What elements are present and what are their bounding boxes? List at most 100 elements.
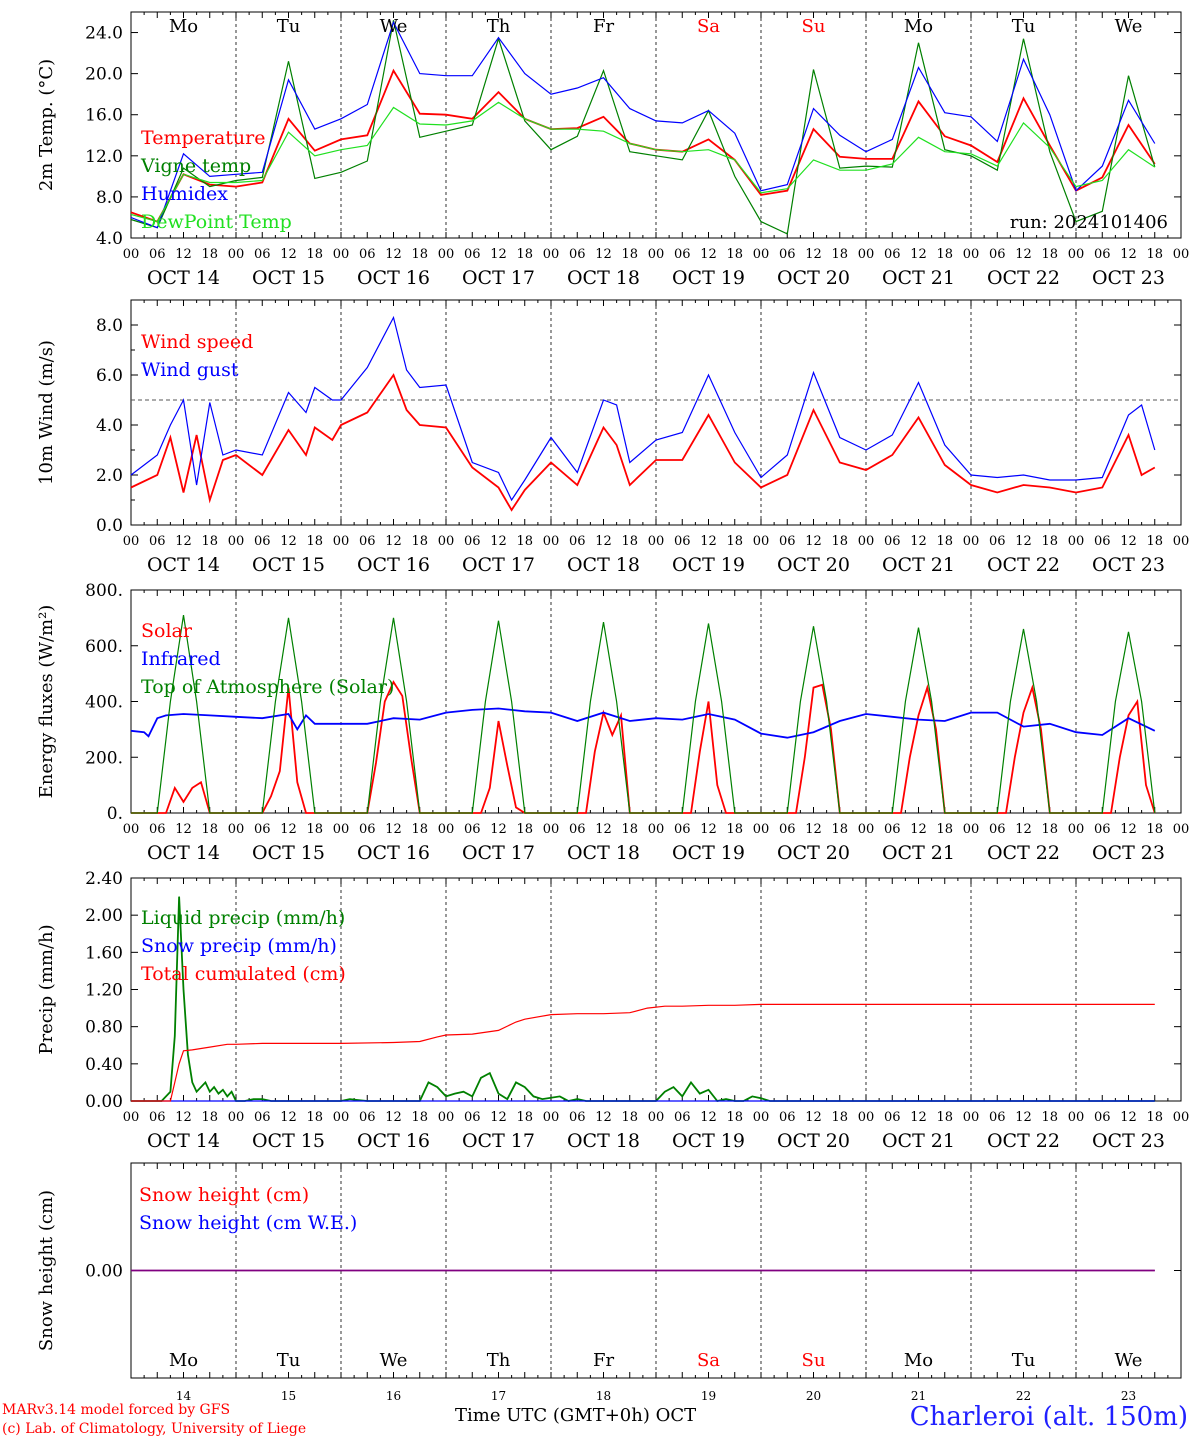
hour-tick-label: 00 [333,1110,350,1125]
hour-tick-label: 06 [884,534,901,549]
hour-tick-label: 18 [1146,1110,1163,1125]
hour-tick-label: 12 [385,247,402,262]
date-label: OCT 20 [777,267,850,289]
legend-entry: Wind speed [141,331,253,353]
hour-tick-label: 12 [280,247,297,262]
credit-model: MARv3.14 model forced by GFS [2,1402,231,1418]
date-label: OCT 19 [672,1130,745,1152]
date-label: OCT 22 [987,1130,1060,1152]
weekday-label: Sa [697,16,720,37]
hour-tick-label: 00 [858,247,875,262]
credit-lab: (c) Lab. of Climatology, University of L… [2,1421,307,1437]
hour-tick-label: 00 [438,534,455,549]
date-label: OCT 20 [777,842,850,864]
hour-tick-label: 12 [1015,1110,1032,1125]
weekday-label: We [1115,1350,1143,1371]
hour-tick-label: 18 [936,534,953,549]
hour-tick-label: 00 [1173,534,1190,549]
hour-tick-label: 12 [595,534,612,549]
date-label: OCT 14 [147,842,220,864]
hour-tick-label: 12 [700,822,717,837]
hour-tick-label: 18 [831,822,848,837]
hour-tick-label: 06 [149,247,166,262]
date-label: OCT 15 [252,554,325,576]
hour-tick-label: 06 [254,247,271,262]
y-tick-label: 400. [85,693,123,713]
date-label: OCT 19 [672,554,745,576]
hour-tick-label: 00 [753,534,770,549]
hour-tick-label: 06 [1094,1110,1111,1125]
hour-tick-label: 00 [753,822,770,837]
legend-entry: Wind gust [141,359,239,381]
date-label: OCT 18 [567,554,640,576]
date-label: OCT 16 [357,554,430,576]
hour-tick-label: 00 [648,534,665,549]
series-line [130,101,1156,223]
weekday-label: We [380,16,408,37]
y-tick-label: 800. [85,581,123,601]
hour-tick-label: 06 [674,1110,691,1125]
hour-tick-label: 18 [516,1110,533,1125]
day-number-label: 22 [1016,1389,1031,1403]
y-tick-label: 0.00 [85,1262,123,1282]
series-line [130,20,1156,229]
hour-tick-label: 06 [884,822,901,837]
hour-tick-label: 00 [963,247,980,262]
hour-tick-label: 00 [858,1110,875,1125]
weekday-label: Tu [1012,1350,1036,1371]
y-tick-label: 4.0 [96,416,123,436]
hour-tick-label: 12 [490,1110,507,1125]
hour-tick-label: 18 [1146,247,1163,262]
series-line [131,615,1156,814]
hour-tick-label: 18 [621,247,638,262]
date-label: OCT 23 [1092,267,1165,289]
weekday-label: Fr [593,16,614,37]
y-tick-label: 12.0 [85,147,123,167]
date-label: OCT 22 [987,842,1060,864]
date-label: OCT 21 [882,554,955,576]
day-number-label: 15 [281,1389,296,1403]
date-label: OCT 17 [462,554,535,576]
hour-tick-label: 18 [306,1110,323,1125]
hour-tick-label: 06 [884,1110,901,1125]
hour-tick-label: 18 [726,247,743,262]
hour-tick-label: 00 [543,247,560,262]
series-line [130,373,1156,512]
hour-tick-label: 12 [280,822,297,837]
hour-tick-label: 18 [1041,534,1058,549]
hour-tick-label: 00 [123,534,140,549]
hour-tick-label: 12 [175,1110,192,1125]
hour-tick-label: 18 [516,822,533,837]
panel-2: 0.0 2.0 4.0 6.0 8.0 10m Wind (m/s) Wind speed W… [36,299,1190,576]
legend-entry: Snow precip (mm/h) [141,935,337,957]
hour-tick-label: 00 [438,822,455,837]
date-label: OCT 20 [777,1130,850,1152]
weekday-label: Th [487,16,511,37]
y-tick-label: 4.0 [96,229,123,249]
hour-tick-label: 00 [438,1110,455,1125]
hour-tick-label: 00 [543,534,560,549]
hour-tick-label: 18 [1146,822,1163,837]
hour-tick-label: 00 [543,1110,560,1125]
date-label: OCT 22 [987,554,1060,576]
y-tick-label: 8.0 [96,188,123,208]
date-label: OCT 14 [147,1130,220,1152]
date-label: OCT 15 [252,842,325,864]
hour-tick-label: 06 [1094,247,1111,262]
hour-tick-label: 06 [254,822,271,837]
hour-tick-label: 00 [1173,247,1190,262]
date-label: OCT 20 [777,554,850,576]
hour-tick-label: 12 [1120,247,1137,262]
date-label: OCT 23 [1092,1130,1165,1152]
date-label: OCT 22 [987,267,1060,289]
panel-4: 0.00 0.40 0.80 1.20 1.60 2.00 2.40 Precip (mm/h… [36,869,1189,1152]
hour-tick-label: 00 [228,534,245,549]
hour-tick-label: 18 [621,534,638,549]
legend-entry: Total cumulated (cm) [141,963,346,985]
legend-entry: DewPoint Temp [141,211,292,233]
series-line [130,707,1156,739]
hour-tick-label: 18 [831,247,848,262]
hour-tick-label: 18 [201,822,218,837]
y-axis-label: Snow height (cm) [36,1190,57,1351]
